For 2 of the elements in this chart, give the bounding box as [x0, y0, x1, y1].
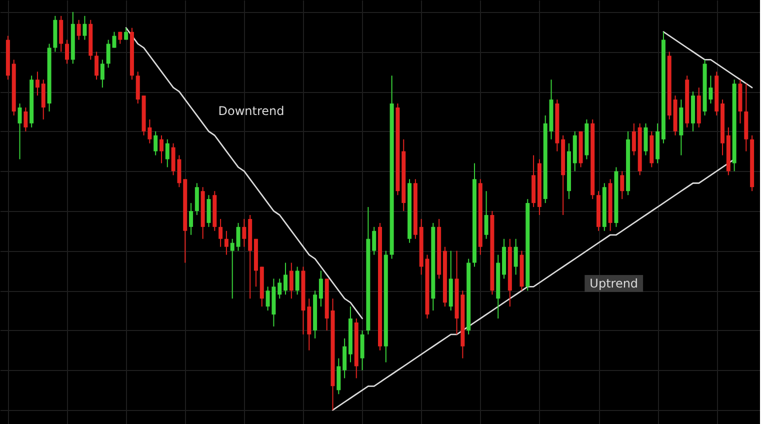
series-label: Uptrend: [590, 276, 638, 290]
series-label: Downtrend: [218, 104, 284, 118]
